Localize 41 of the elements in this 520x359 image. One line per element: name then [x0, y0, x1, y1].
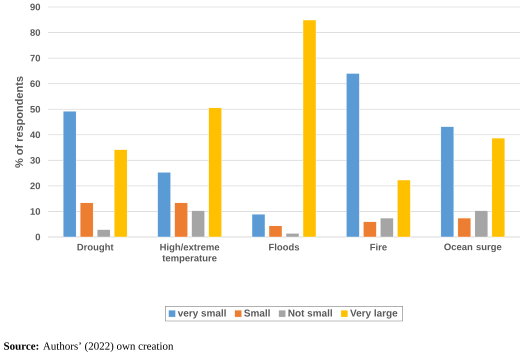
x-tick-label: Floods — [269, 244, 300, 250]
bar — [157, 172, 171, 238]
bar — [474, 210, 488, 238]
y-tick-label: 50 — [30, 106, 40, 113]
y-tick-label: 20 — [30, 182, 40, 190]
y-tick-label: 0 — [36, 234, 40, 240]
x-tick-label: Fire — [370, 244, 387, 250]
bar — [114, 149, 128, 238]
y-tick-label: 80 — [30, 29, 40, 36]
bar — [268, 226, 282, 238]
bar — [191, 210, 205, 238]
y-tick-label: 30 — [30, 156, 40, 164]
bar — [208, 107, 222, 238]
legend-label: Not small — [288, 309, 332, 317]
x-tick-label: Drought — [77, 244, 114, 252]
x-tick-label: High/extreme temperature — [160, 244, 220, 264]
y-tick-label: 10 — [30, 208, 40, 215]
legend-label: Very large — [350, 309, 398, 319]
y-axis-title: % of respondents — [14, 76, 26, 168]
legend-label: very small — [178, 309, 226, 319]
text: Source: Authors’ (2022) own creation — [4, 342, 174, 352]
y-tick-label: 70 — [30, 54, 40, 62]
bar — [302, 20, 316, 238]
bar — [397, 180, 411, 238]
bar — [80, 202, 94, 238]
bar — [458, 218, 471, 238]
y-tick-label: 40 — [30, 131, 40, 138]
bar — [380, 218, 394, 238]
y-tick-label: 60 — [30, 80, 40, 88]
bar — [492, 138, 506, 238]
bar — [97, 229, 110, 238]
bar — [63, 111, 76, 238]
bar — [286, 233, 300, 238]
bar — [363, 221, 377, 238]
bar — [174, 202, 188, 238]
y-tick-label: 90 — [30, 4, 40, 10]
x-tick-label: Ocean surge — [444, 244, 502, 252]
legend-label: Small — [244, 309, 270, 317]
bar — [252, 214, 266, 238]
bar — [346, 73, 360, 238]
bar — [440, 126, 454, 238]
